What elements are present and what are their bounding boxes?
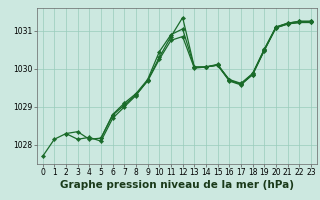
X-axis label: Graphe pression niveau de la mer (hPa): Graphe pression niveau de la mer (hPa) xyxy=(60,180,294,190)
